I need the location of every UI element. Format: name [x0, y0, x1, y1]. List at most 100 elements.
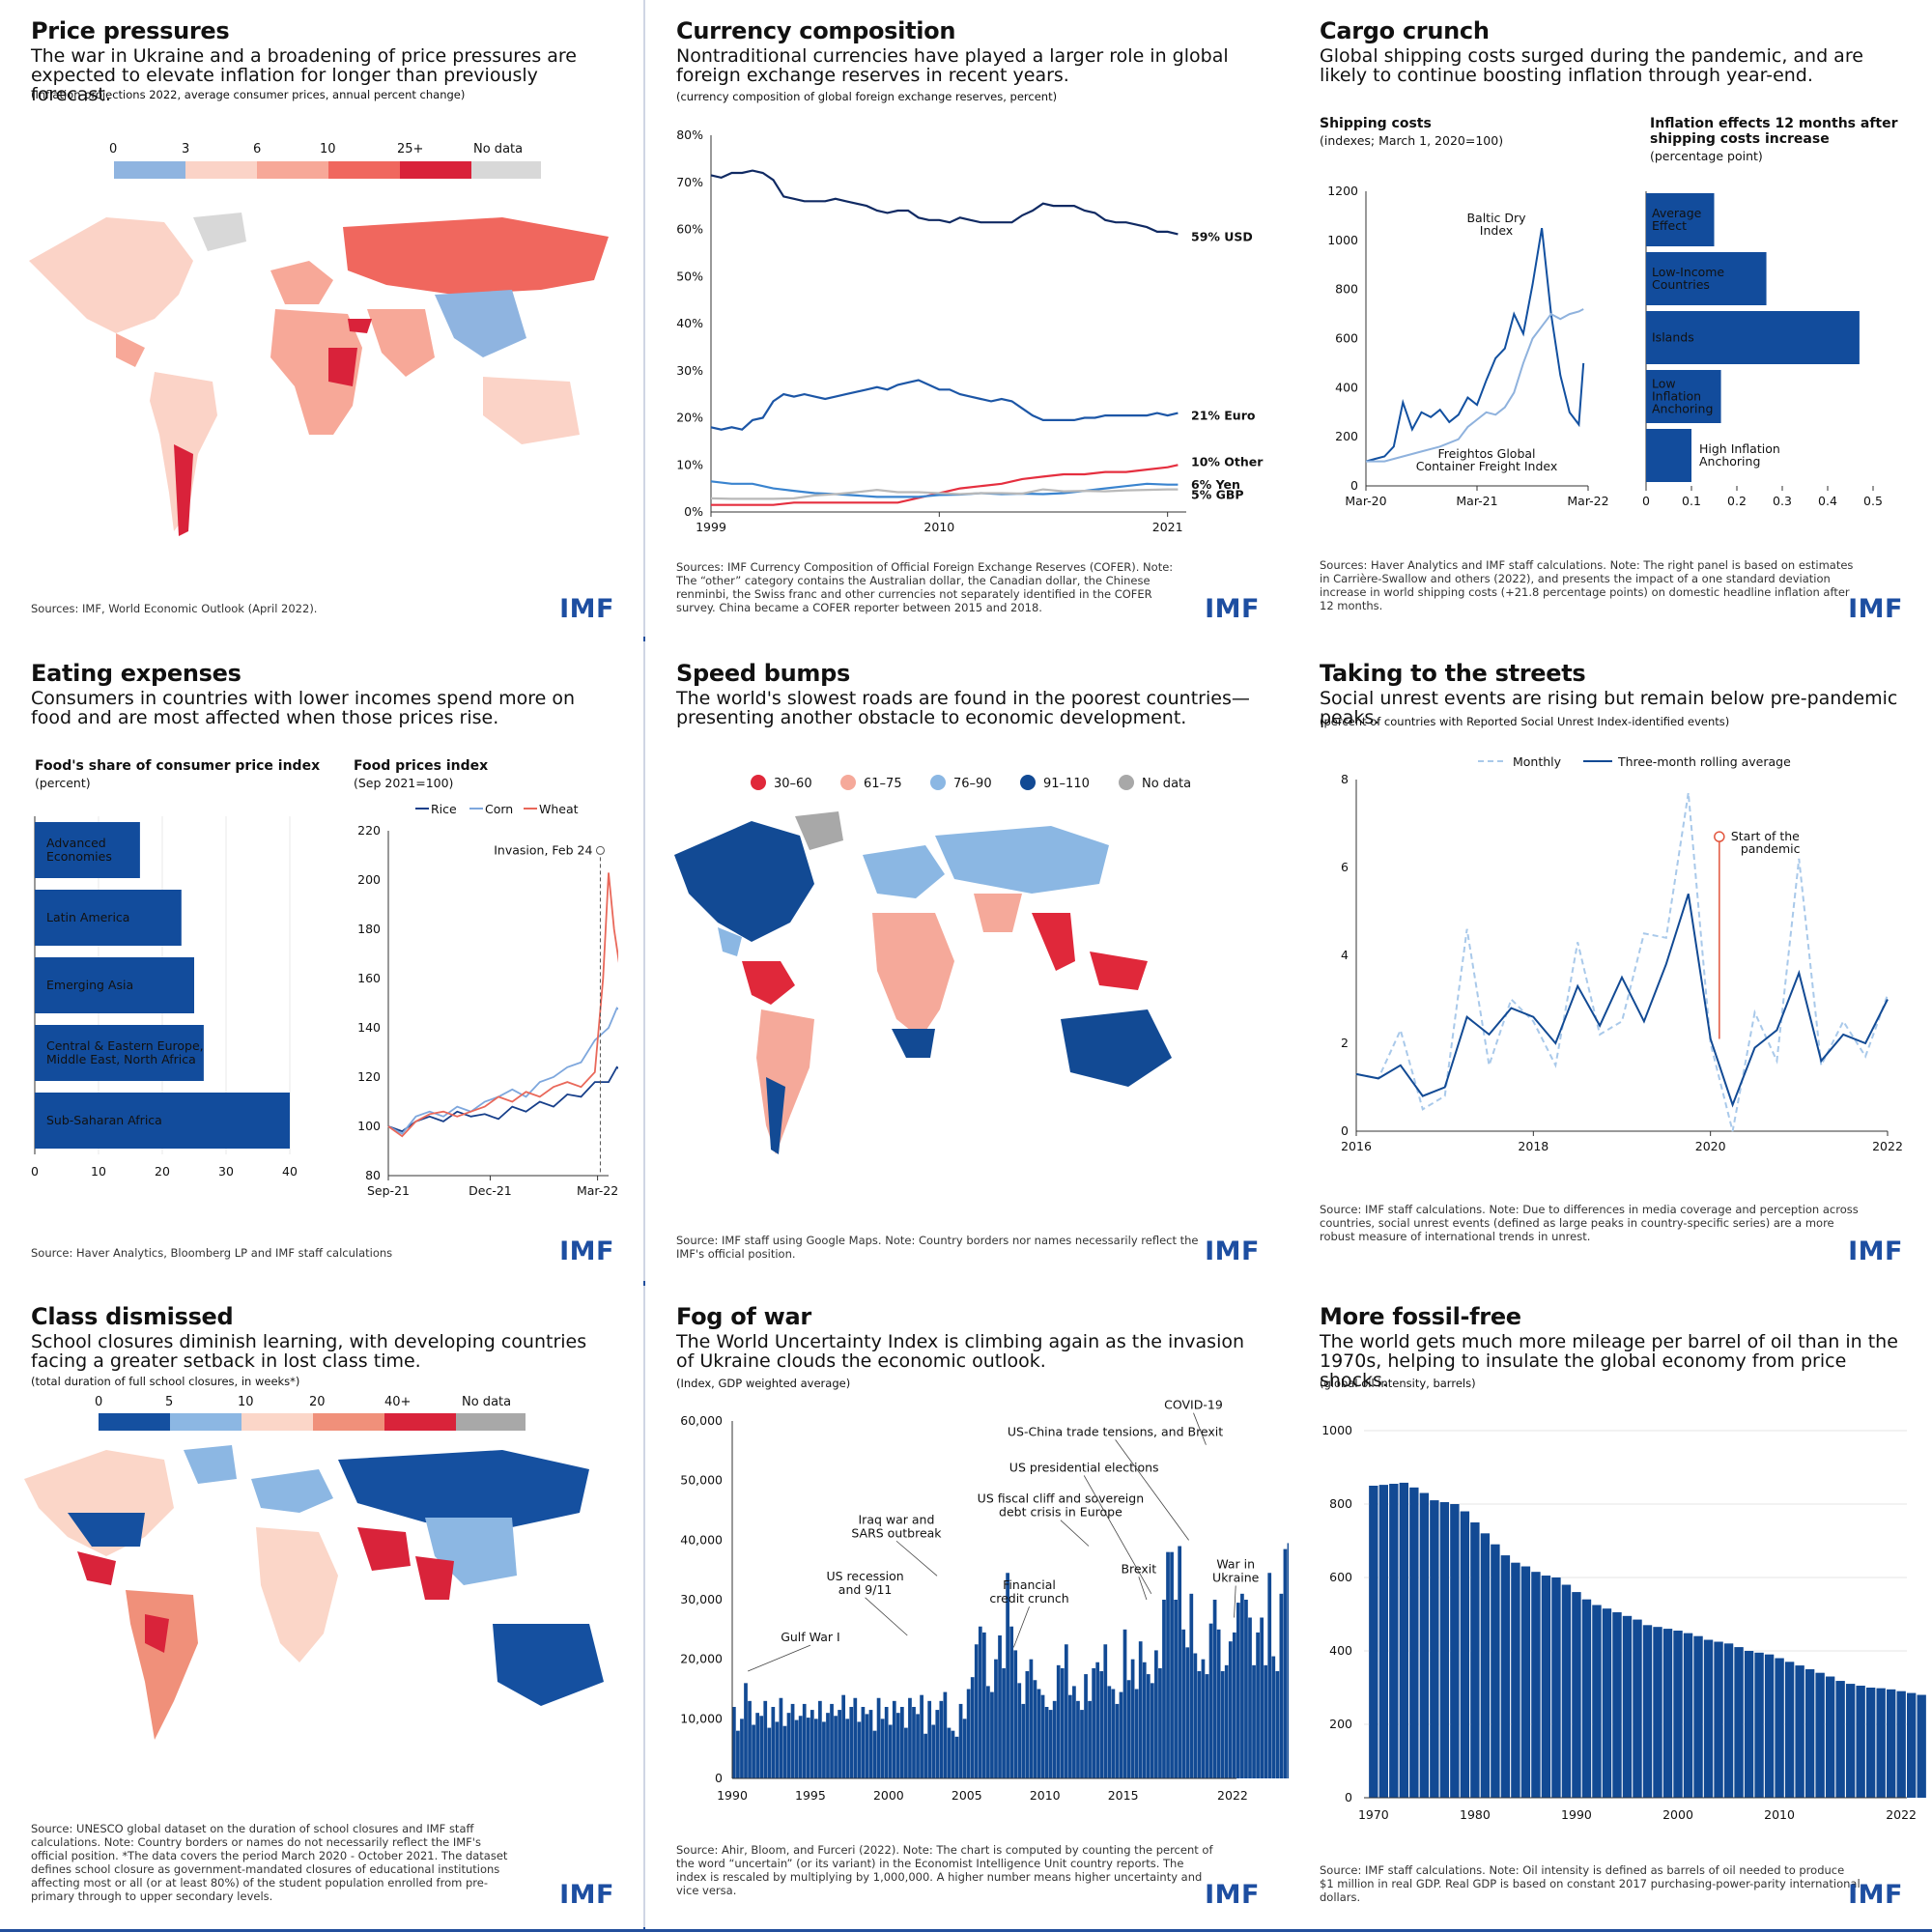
bar [916, 1714, 920, 1778]
annotation-label: Gulf War I [781, 1630, 839, 1644]
bar [845, 1719, 850, 1778]
x-tick-label: 0.3 [1773, 494, 1792, 508]
uncertainty-chart: 0 10,000 20,000 30,000 40,000 50,000 60,000 199… [680, 1398, 1289, 1803]
bar [912, 1707, 916, 1778]
bar [1389, 1484, 1399, 1798]
legend-label: 40+ [384, 1395, 411, 1409]
y-tick-label: 20,000 [680, 1652, 723, 1666]
imf-logo: IMF [1205, 594, 1260, 624]
bar [1216, 1629, 1221, 1778]
legend-label: 5 [165, 1395, 173, 1409]
annotation-leader [1060, 1520, 1090, 1547]
bar [1714, 1641, 1723, 1798]
bar [853, 1697, 858, 1778]
bar [35, 822, 140, 878]
annotation-label: and 9/11 [838, 1582, 893, 1597]
bar [1037, 1689, 1041, 1778]
oil-intensity-chart: 0 200 400 600 800 1000 1970 1980 1990 2000 2010 202… [1321, 1423, 1926, 1822]
legend-label: 30–60 [774, 777, 812, 791]
x-tick-label: 0.5 [1863, 494, 1883, 508]
bar [1646, 193, 1715, 246]
bar [1470, 1522, 1480, 1798]
bar [1013, 1650, 1018, 1778]
series-line [1355, 893, 1889, 1108]
bar [1633, 1619, 1642, 1798]
bar [1612, 1612, 1622, 1798]
bar [1240, 1593, 1244, 1778]
bar [1208, 1623, 1213, 1778]
y-tick-label: 50% [676, 269, 703, 283]
bar [1162, 1600, 1166, 1778]
x-tick-label: 0.2 [1727, 494, 1747, 508]
y-tick-label: 160 [357, 971, 381, 985]
bar [1693, 1635, 1703, 1798]
bar [1662, 1629, 1673, 1798]
bar [736, 1730, 740, 1778]
panel-source: Sources: IMF Currency Composition of Off… [676, 560, 1174, 614]
bar [978, 1626, 982, 1778]
annotation-leader [1012, 1605, 1030, 1648]
legend-label: Corn [485, 802, 513, 816]
y-tick-label: 220 [357, 823, 381, 838]
y-tick-label: 60% [676, 222, 703, 237]
bar [35, 957, 194, 1013]
bar [763, 1700, 768, 1778]
panel-more-fossil-free: More fossil-free The world gets much mor… [1289, 1286, 1932, 1929]
bar [1006, 1573, 1009, 1778]
annotation-leader [1115, 1439, 1189, 1541]
bar [782, 1725, 787, 1778]
bar [1150, 1683, 1154, 1778]
right-chart-title: Inflation effects 12 months after shippi… [1650, 116, 1898, 147]
x-tick-label: Sep-21 [367, 1183, 410, 1198]
bar [1095, 1662, 1100, 1778]
bar [1021, 1703, 1026, 1778]
y-tick-label: 200 [357, 872, 381, 887]
x-tick-label: 0.4 [1818, 494, 1837, 508]
bar [923, 1733, 928, 1778]
annotation-label: Brexit [1121, 1561, 1156, 1576]
x-tick-label: 2010 [1764, 1807, 1795, 1822]
panel-title: More fossil-free [1320, 1303, 1521, 1330]
bar [1279, 1593, 1284, 1778]
bar [1646, 311, 1860, 364]
bar [1126, 1680, 1131, 1778]
bar [1775, 1658, 1784, 1798]
bar [759, 1716, 764, 1778]
bar [1500, 1555, 1511, 1798]
annotation-leader [748, 1644, 811, 1672]
bar [1460, 1511, 1470, 1798]
bar [1122, 1629, 1127, 1778]
bar [1653, 1627, 1662, 1798]
series-label: 5% GBP [1191, 488, 1244, 502]
legend-dot-4 [1119, 775, 1134, 790]
category-label: Anchoring [1652, 402, 1713, 416]
bar [1369, 1486, 1378, 1798]
panel-title: Speed bumps [676, 660, 850, 687]
bar [1683, 1633, 1693, 1798]
y-tick-label: 0 [1341, 1123, 1349, 1138]
inflation-map: 0 3 6 10 25+ No data [29, 142, 609, 536]
bar [1111, 1689, 1116, 1778]
invasion-marker [595, 845, 605, 855]
horizontal-divider [0, 1927, 1932, 1932]
annotation-label: SARS outbreak [851, 1525, 942, 1540]
map-legend: 0 5 10 20 40+ No data [95, 1395, 526, 1431]
bar [1115, 1703, 1120, 1778]
bar [1232, 1632, 1236, 1778]
bar [962, 1719, 967, 1778]
bar [1025, 1671, 1030, 1778]
bar [1865, 1688, 1876, 1798]
x-tick-label: Mar-22 [1567, 494, 1608, 508]
legend-label: Rice [431, 802, 457, 816]
panel-subtitle: The war in Ukraine and a broadening of p… [31, 45, 577, 105]
bar [966, 1689, 971, 1778]
bar [1064, 1644, 1068, 1778]
legend-swatch-0 [99, 1413, 170, 1431]
bar [1056, 1664, 1061, 1778]
x-tick-label: 20 [155, 1164, 170, 1179]
bar [1130, 1659, 1135, 1778]
series-label: 6% Yen [1191, 477, 1240, 492]
bar [1703, 1639, 1714, 1798]
right-chart-note: (percentage point) [1650, 149, 1763, 163]
y-tick-label: 1200 [1327, 184, 1358, 198]
